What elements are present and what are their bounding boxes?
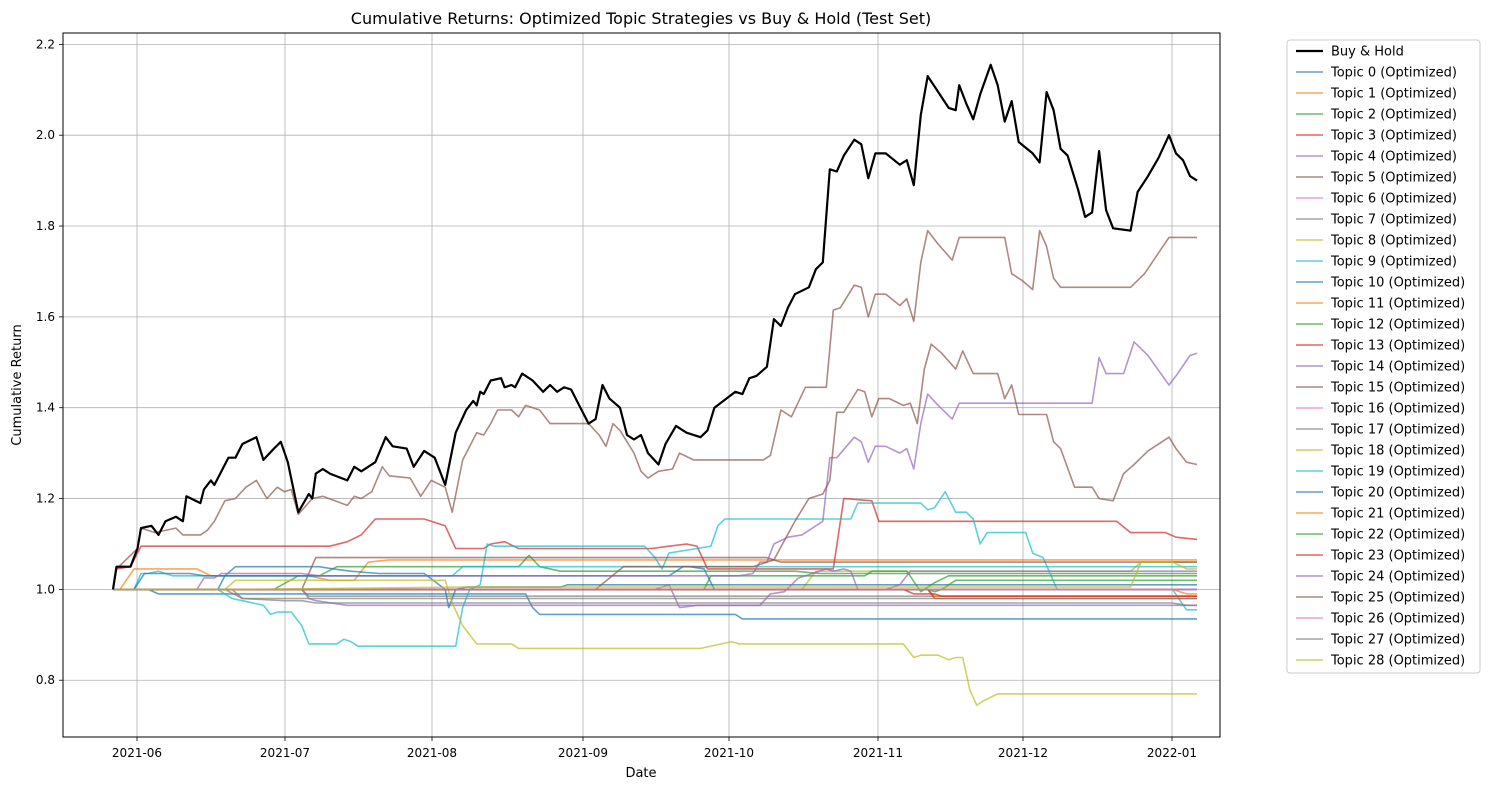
legend-label: Topic 10 (Optimized) [1330,276,1465,291]
legend-label: Topic 1 (Optimized) [1330,87,1457,102]
series-line-topic-9 [113,490,1197,648]
legend-label: Topic 27 (Optimized) [1330,633,1465,648]
x-tick-label: 2021-11 [853,746,903,760]
series-line-topic-19 [113,565,1197,591]
legend-label: Topic 15 (Optimized) [1330,381,1465,396]
y-tick-label: 2.0 [36,128,55,142]
series-line-topic-18 [113,579,1197,707]
legend-label: Topic 24 (Optimized) [1330,570,1465,585]
legend-label: Topic 6 (Optimized) [1330,192,1457,207]
legend-label: Topic 28 (Optimized) [1330,654,1465,669]
x-tick-label: 2021-07 [260,746,310,760]
legend-label: Topic 13 (Optimized) [1330,339,1465,354]
x-tick-label: 2021-09 [558,746,608,760]
legend-label: Topic 26 (Optimized) [1330,612,1465,627]
legend-label: Topic 4 (Optimized) [1330,150,1457,165]
series-line-topic-27 [113,588,1197,607]
y-tick-label: 1.8 [36,219,55,233]
y-axis-label: Cumulative Return [10,324,25,445]
chart-title: Cumulative Returns: Optimized Topic Stra… [351,9,931,28]
series-line-buy-and-hold [111,63,1198,590]
legend-label: Topic 11 (Optimized) [1330,297,1465,312]
legend-label: Topic 21 (Optimized) [1330,507,1465,522]
legend-label: Topic 3 (Optimized) [1330,129,1457,144]
legend-label: Topic 23 (Optimized) [1330,549,1465,564]
legend-label: Topic 18 (Optimized) [1330,444,1465,459]
legend-label: Topic 0 (Optimized) [1330,66,1457,81]
legend-label: Topic 25 (Optimized) [1330,591,1465,606]
x-tick-label: 2021-06 [112,746,162,760]
y-tick-label: 1.2 [36,492,55,506]
series-line-topic-0 [113,588,1197,620]
legend-label: Topic 8 (Optimized) [1330,234,1457,249]
series-line-topic-24 [113,341,1198,591]
series-line-topic-3 [112,497,1198,590]
legend-label: Topic 5 (Optimized) [1330,171,1457,186]
x-tick-label: 2021-08 [407,746,457,760]
y-tick-label: 1.0 [36,582,55,596]
x-tick-label: 2022-01 [1147,746,1197,760]
series-line-topic-12 [113,570,1197,593]
x-axis-ticks: 2021-06 2021-07 2021-08 2021-09 2021-10 2021-… [112,737,1197,760]
series-line-topic-25 [113,343,1198,591]
legend: Buy & Hold Topic 0 (Optimized) Topic 1 (Op… [1286,39,1481,674]
series-line-topic-5 [112,229,1197,590]
legend-label: Topic 20 (Optimized) [1330,486,1465,501]
legend-label: Topic 2 (Optimized) [1330,108,1457,123]
y-tick-label: 2.2 [36,37,55,51]
legend-label: Topic 7 (Optimized) [1330,213,1457,228]
series-line-topic-28 [113,561,1197,591]
legend-box [1286,39,1481,674]
plot-frame [62,32,1221,738]
y-axis-ticks: 0.8 1.0 1.2 1.4 1.6 1.8 2.0 2.2 [36,37,63,687]
legend-label: Topic 14 (Optimized) [1330,360,1465,375]
plot-area [111,63,1198,707]
y-tick-label: 1.4 [36,401,55,415]
x-axis-label: Date [625,766,656,781]
y-tick-label: 0.8 [36,673,55,687]
legend-label: Topic 17 (Optimized) [1330,423,1465,438]
legend-label: Topic 16 (Optimized) [1330,402,1465,417]
legend-label: Topic 9 (Optimized) [1330,255,1457,270]
x-tick-label: 2021-12 [998,746,1048,760]
x-tick-label: 2021-10 [704,746,754,760]
legend-label: Topic 12 (Optimized) [1330,318,1465,333]
legend-label: Buy & Hold [1331,45,1404,60]
y-tick-label: 1.6 [36,310,55,324]
legend-label: Topic 19 (Optimized) [1330,465,1465,480]
legend-label: Topic 22 (Optimized) [1330,528,1465,543]
